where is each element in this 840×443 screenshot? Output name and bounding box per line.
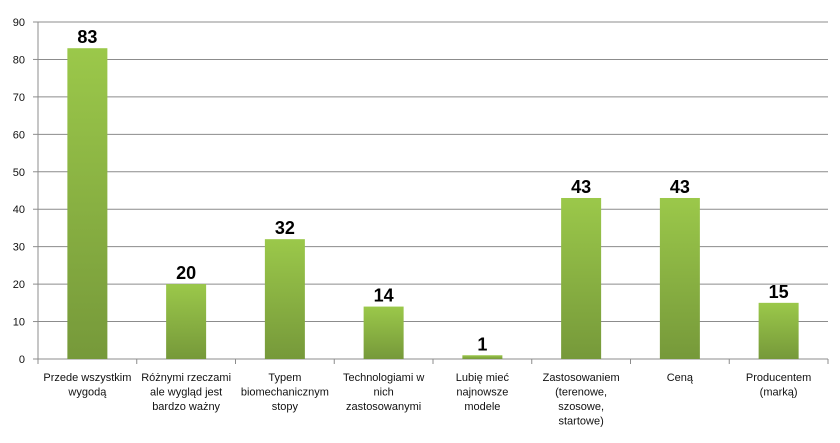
data-label: 14 [374, 286, 394, 306]
axes [33, 21, 829, 364]
bar [264, 239, 305, 359]
bars [67, 48, 799, 359]
data-label: 20 [176, 263, 196, 283]
bar [561, 197, 602, 359]
x-tick-label: Technologiami w nich zastosowanymi [343, 372, 424, 413]
x-tick-label: Różnymi rzeczami ale wygląd jest bardzo wa… [141, 372, 231, 413]
bar [462, 355, 503, 359]
x-tick-label-line: szosowe, [558, 401, 604, 413]
x-tick-label-line: Przede wszystkim [43, 372, 131, 384]
data-label: 1 [477, 334, 487, 354]
x-tick-label-line: Technologiami w [343, 372, 424, 384]
x-tick-label-line: ale wygląd jest [150, 387, 222, 399]
data-label: 83 [77, 27, 97, 47]
x-tick-label-line: Typem [268, 372, 301, 384]
x-tick-label-line: wygodą [67, 387, 107, 399]
x-tick-label-line: Różnymi rzeczami [141, 372, 231, 384]
x-tick-label-line: Zastosowaniem [543, 372, 620, 384]
x-tick-label-line: stopy [272, 401, 299, 413]
bar [758, 302, 799, 359]
x-tick-label: Producentem (marką) [746, 372, 811, 399]
y-tick-label: 50 [13, 167, 25, 179]
y-tick-label: 60 [13, 129, 25, 141]
x-tick-label: Przede wszystkim wygodą [43, 372, 131, 399]
x-tick-label-line: najnowsze [456, 387, 508, 399]
x-tick-label-line: biomechanicznym [241, 387, 329, 399]
x-tick-label: Ceną [667, 372, 694, 384]
x-tick-label-line: (terenowe, [555, 387, 607, 399]
data-labels: 83 20 32 14 1 43 43 15 [77, 27, 788, 354]
data-label: 43 [670, 177, 690, 197]
data-label: 15 [769, 282, 789, 302]
bar [166, 284, 207, 359]
x-tick-label: Typem biomechanicznym stopy [241, 372, 329, 413]
y-tick-labels: 0 10 20 30 40 50 60 70 80 90 [13, 17, 25, 366]
x-tick-label-line: bardzo ważny [152, 401, 220, 413]
x-tick-label-line: startowe) [559, 416, 604, 428]
x-tick-label: Lubię mieć najnowsze modele [456, 372, 510, 413]
data-label: 43 [571, 177, 591, 197]
bar [363, 306, 404, 359]
x-tick-label-line: modele [464, 401, 500, 413]
x-tick-label-line: Lubię mieć [456, 372, 510, 384]
gridlines [38, 21, 828, 323]
y-tick-label: 90 [13, 17, 25, 29]
x-tick-label-line: nich [374, 387, 394, 399]
y-tick-label: 70 [13, 92, 25, 104]
y-tick-label: 10 [13, 317, 25, 329]
bar [67, 48, 108, 359]
data-label: 32 [275, 218, 295, 238]
x-tick-label: Zastosowaniem (terenowe, szosowe, startowe) [543, 372, 620, 428]
y-tick-label: 80 [13, 54, 25, 66]
y-tick-label: 40 [13, 204, 25, 216]
bar [659, 197, 700, 359]
x-tick-label-line: (marką) [760, 387, 798, 399]
x-tick-labels: Przede wszystkim wygodą Różnymi rzeczami al… [43, 372, 811, 428]
x-tick-label-line: Ceną [667, 372, 694, 384]
x-tick-label-line: Producentem [746, 372, 811, 384]
y-tick-label: 30 [13, 242, 25, 254]
y-tick-label: 0 [19, 354, 25, 366]
y-tick-label: 20 [13, 279, 25, 291]
x-tick-label-line: zastosowanymi [346, 401, 421, 413]
